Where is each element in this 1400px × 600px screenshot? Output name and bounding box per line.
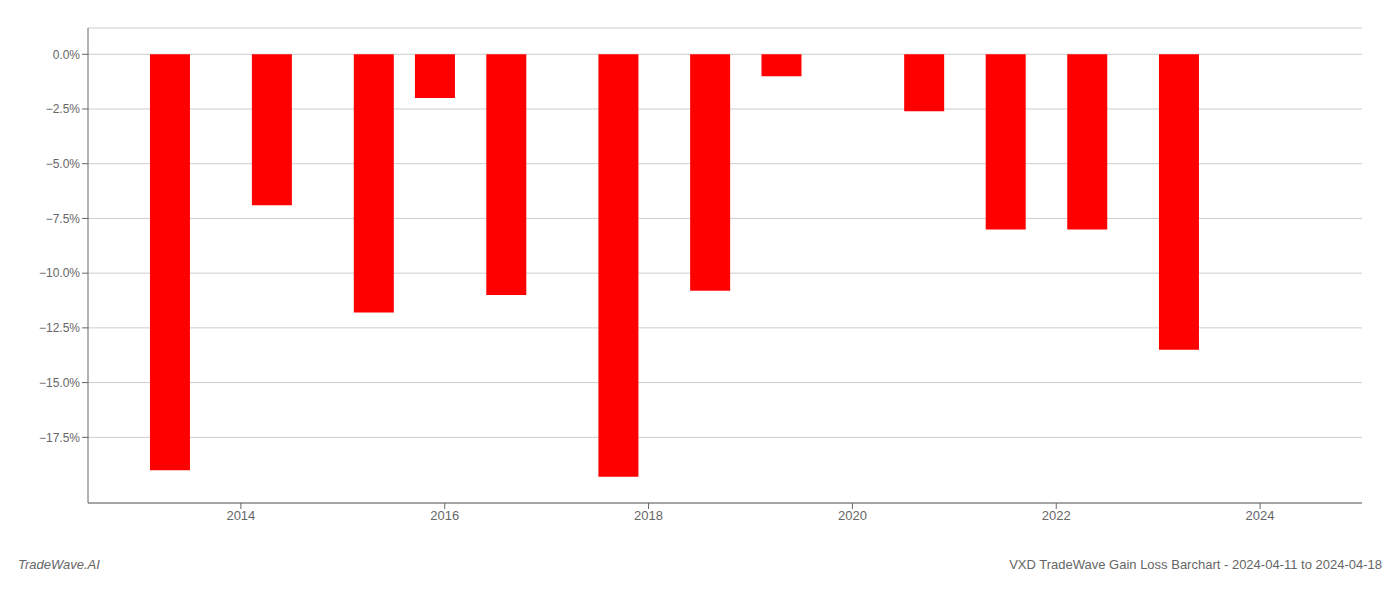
svg-text:2016: 2016 [430,508,459,523]
svg-text:2024: 2024 [1246,508,1275,523]
svg-text:−2.5%: −2.5% [46,102,81,116]
svg-text:−17.5%: −17.5% [39,431,80,445]
svg-text:−12.5%: −12.5% [39,321,80,335]
svg-text:2020: 2020 [838,508,867,523]
svg-text:−10.0%: −10.0% [39,266,80,280]
svg-text:2014: 2014 [226,508,255,523]
svg-text:2018: 2018 [634,508,663,523]
html-text:TradeWave.AI: TradeWave.AI [18,557,100,572]
svg-text:−15.0%: −15.0% [39,376,80,390]
html-text:VXD TradeWave Gain Loss Barcha: VXD TradeWave Gain Loss Barchart - 2024-… [1009,557,1382,572]
svg-text:−7.5%: −7.5% [46,212,81,226]
svg-text:2022: 2022 [1042,508,1071,523]
svg-text:0.0%: 0.0% [53,48,81,62]
svg-text:−5.0%: −5.0% [46,157,81,171]
